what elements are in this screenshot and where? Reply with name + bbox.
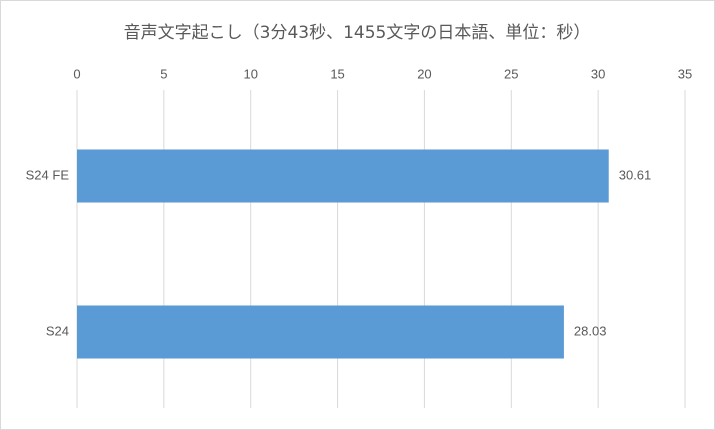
value-label: 30.61 [619, 167, 652, 182]
bar [77, 149, 609, 203]
y-tick-label: S24 FE [26, 167, 70, 182]
x-tick-label: 30 [591, 66, 605, 81]
x-tick-label: 35 [678, 66, 692, 81]
x-tick-label: 10 [243, 66, 257, 81]
y-tick-label: S24 [46, 323, 69, 338]
x-tick-label: 0 [73, 66, 80, 81]
value-label: 28.03 [574, 323, 607, 338]
bar [77, 305, 564, 359]
x-tick-label: 20 [417, 66, 431, 81]
x-tick-label: 15 [330, 66, 344, 81]
x-tick-label: 25 [504, 66, 518, 81]
chart-title: 音声文字起こし（3分43秒、1455文字の日本語、単位：秒） [124, 23, 591, 43]
x-tick-label: 5 [160, 66, 167, 81]
